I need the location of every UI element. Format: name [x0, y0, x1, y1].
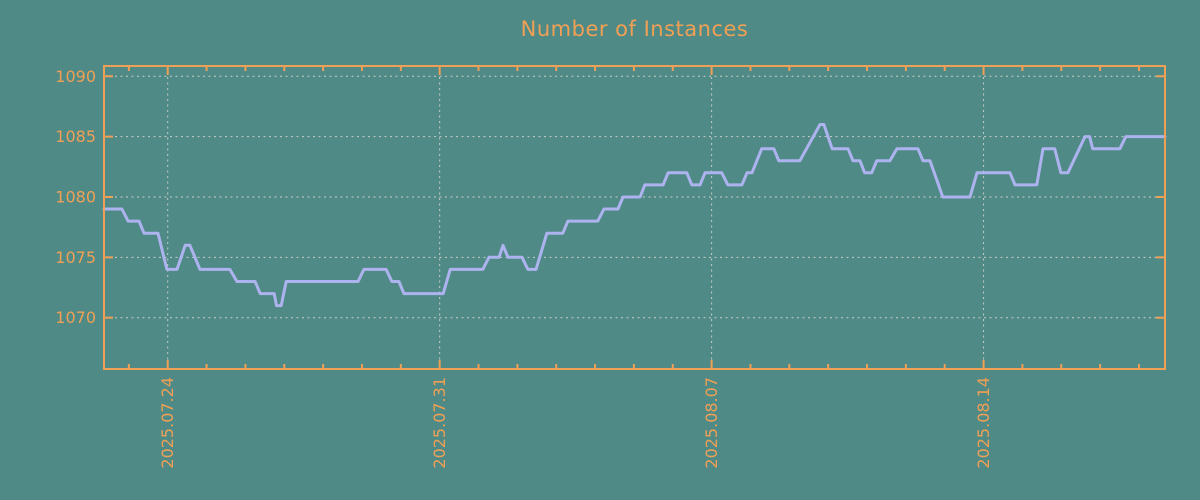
series-line — [102, 123, 1167, 308]
y-tick-label: 1090 — [55, 67, 96, 86]
x-tick-label: 2025.08.07 — [702, 377, 721, 469]
y-tick-label: 1085 — [55, 127, 96, 146]
plot-border — [103, 65, 1166, 370]
y-tick-label: 1080 — [55, 187, 96, 206]
x-tick-label: 2025.07.31 — [430, 377, 449, 469]
y-tick-label: 1075 — [55, 248, 96, 267]
x-tick-label: 2025.08.14 — [974, 377, 993, 469]
x-tick-label: 2025.07.24 — [158, 377, 177, 469]
y-tick-label: 1070 — [55, 308, 96, 327]
chart-title: Number of Instances — [520, 17, 749, 41]
